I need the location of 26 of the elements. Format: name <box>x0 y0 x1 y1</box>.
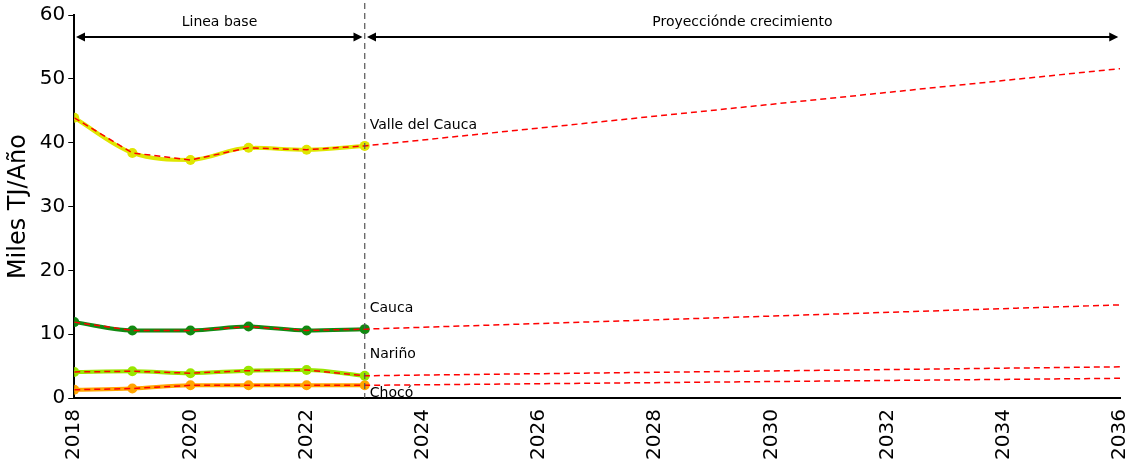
x-tick-label: 2034 <box>990 409 1015 461</box>
y-tick-label: 30 <box>39 192 66 217</box>
x-tick-label: 2030 <box>757 409 782 461</box>
x-tick-label: 2028 <box>641 409 666 461</box>
y-tick-label: 10 <box>39 320 66 345</box>
annotation: Linea base <box>181 13 258 29</box>
x-tick-label: 2020 <box>176 409 201 461</box>
series-label: Chocó <box>369 383 414 400</box>
series-label: Cauca <box>369 298 414 315</box>
y-axis-title: Miles TJ/Año <box>2 134 31 280</box>
x-tick-label: 2018 <box>60 409 85 461</box>
annotation: Proyecciónde crecimiento <box>652 13 833 29</box>
y-tick-label: 60 <box>39 1 66 26</box>
y-tick-label: 0 <box>52 384 66 409</box>
y-tick-label: 20 <box>39 256 66 281</box>
x-tick-label: 2032 <box>873 409 898 461</box>
y-tick-label: 40 <box>39 128 66 153</box>
x-tick-label: 2024 <box>409 409 434 461</box>
series-label: Valle del Cauca <box>369 115 477 132</box>
x-tick-label: 2026 <box>525 409 550 461</box>
x-tick-label: 2036 <box>1106 409 1131 461</box>
x-tick-label: 2022 <box>292 409 317 461</box>
y-tick-label: 50 <box>39 65 66 90</box>
point <box>127 366 138 377</box>
series-label: Nariño <box>369 345 416 362</box>
point <box>127 147 138 158</box>
